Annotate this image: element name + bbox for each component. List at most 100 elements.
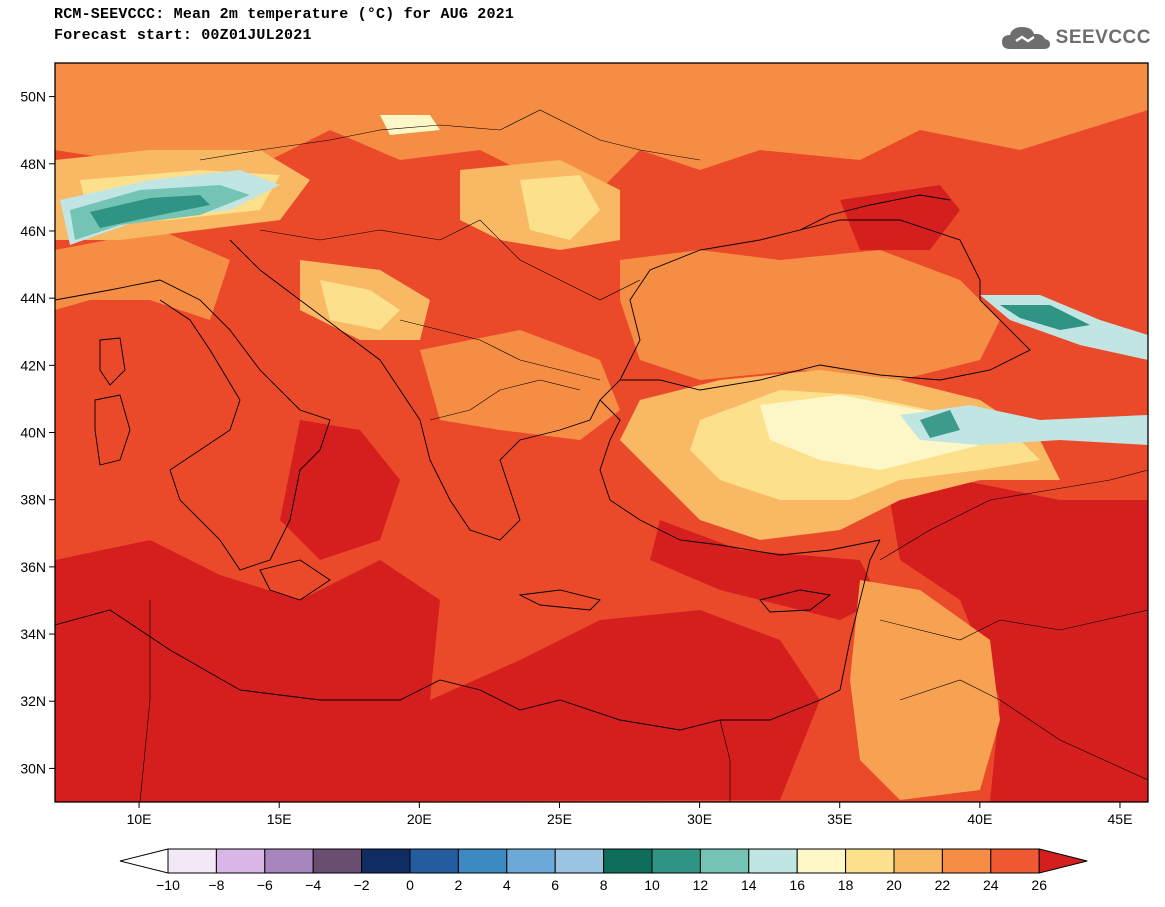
lat-tick-label: 36N — [20, 559, 46, 575]
region-levant-sea — [650, 520, 880, 620]
colorbar-swatch — [457, 848, 508, 874]
forecast-start-label: Forecast start: 00Z01JUL2021 — [54, 27, 312, 44]
region-po-valley — [55, 230, 230, 320]
region-syria-iraq — [890, 480, 1148, 802]
colorbar-swatch — [651, 848, 701, 874]
lat-tick-label: 34N — [20, 626, 46, 642]
colorbar-tick-label: 6 — [551, 877, 559, 893]
country-borders — [139, 109, 1148, 802]
border-egypt-libya — [719, 719, 731, 802]
lon-tick-label: 35E — [827, 811, 852, 827]
lat-tick-label: 38N — [20, 492, 46, 508]
crimea-coast — [799, 194, 951, 231]
colorbar-over-triangle — [1038, 848, 1088, 874]
colorbar-tick-label: 2 — [455, 877, 463, 893]
colorbar-swatch — [941, 848, 992, 874]
sardinia-coast — [94, 394, 131, 466]
border-pannonian — [259, 219, 641, 301]
logo-text: SEEVCCC — [1055, 27, 1151, 48]
colorbar-swatch — [603, 848, 653, 874]
colorbar-tick-label: 12 — [693, 877, 709, 893]
lon-tick-label: 30E — [687, 811, 712, 827]
region-caucasus — [1000, 305, 1090, 330]
region-azov — [840, 185, 960, 250]
colorbar-tick-label: −2 — [354, 877, 370, 893]
black-sea-coast — [619, 219, 981, 381]
anatolia-coast — [599, 299, 1031, 556]
region-north-band — [55, 63, 1148, 190]
lat-tick-label: 50N — [20, 89, 46, 105]
region-tatra — [380, 115, 440, 135]
latitude-axis: 50N 48N 46N 44N 42N 40N 38N 36N 34N 32N 30N — [20, 89, 55, 776]
lat-tick-label: 46N — [20, 223, 46, 239]
colorbar-swatch — [748, 848, 798, 874]
lon-tick-label: 25E — [547, 811, 572, 827]
coastlines — [55, 194, 1031, 731]
longitude-axis: 10E 15E 20E 25E 30E 35E 40E 45E — [127, 802, 1133, 827]
border-greece — [429, 379, 581, 421]
region-carpathians-mid — [520, 175, 600, 240]
lon-tick-label: 15E — [267, 811, 292, 827]
border-balkans — [399, 319, 601, 381]
colorbar-tick-label: 10 — [644, 877, 660, 893]
colorbar-under-triangle — [119, 848, 169, 874]
lat-tick-label: 44N — [20, 290, 46, 306]
border-syria-iraq — [879, 609, 1148, 641]
colorbar-swatch — [845, 848, 895, 874]
colorbar-swatch — [409, 848, 459, 874]
colorbar-tick-label: 4 — [503, 877, 511, 893]
lat-tick-label: 32N — [20, 693, 46, 709]
colorbar-tick-label: 22 — [935, 877, 951, 893]
colorbar-tick-label: −10 — [156, 877, 180, 893]
adriatic-coast — [229, 239, 601, 541]
region-taurus-peak — [920, 410, 960, 438]
levant-coast — [839, 539, 881, 691]
colorbar-swatch — [893, 848, 943, 874]
region-levant-east — [850, 580, 1000, 800]
border-tunisia — [139, 600, 151, 802]
lat-tick-label: 30N — [20, 760, 46, 776]
colorbar-tick-label: −4 — [305, 877, 321, 893]
colorbar-swatch — [361, 848, 411, 874]
chart-title: RCM-SEEVCCC: Mean 2m temperature (°C) fo… — [54, 6, 515, 23]
lon-tick-label: 45E — [1108, 811, 1133, 827]
colorbar-swatch — [796, 848, 847, 874]
lat-tick-label: 42N — [20, 357, 46, 373]
region-taurus-east — [900, 405, 1148, 445]
colorbar-swatch — [312, 848, 363, 874]
colorbar-tick-label: 8 — [600, 877, 608, 893]
lon-tick-label: 10E — [127, 811, 152, 827]
lon-tick-label: 20E — [407, 811, 432, 827]
colorbar-tick-label: 24 — [983, 877, 999, 893]
colorbar-tick-label: 26 — [1031, 877, 1047, 893]
colorbar-tick-label: 18 — [838, 877, 854, 893]
colorbar: −10 −8 −6 −4 −2 0 2 4 6 8 10 12 14 16 18 20 22 24 26 — [119, 848, 1088, 893]
colorbar-swatch — [167, 848, 217, 874]
colorbar-swatch — [215, 848, 266, 874]
colorbar-swatch — [554, 848, 605, 874]
colorbar-tick-label: 20 — [886, 877, 902, 893]
seevccc-logo: SEEVCCC — [1000, 20, 1151, 56]
cloud-icon — [1001, 27, 1050, 49]
lon-tick-label: 40E — [967, 811, 992, 827]
border-jordan-saudi — [899, 679, 1148, 781]
temperature-field — [55, 63, 1148, 802]
region-black-sea — [620, 250, 1000, 380]
region-ionian — [280, 420, 400, 560]
sicily-coast — [259, 559, 331, 601]
colorbar-tick-label: 14 — [741, 877, 757, 893]
colorbar-tick-label: 0 — [406, 877, 414, 893]
italy-coast — [55, 279, 331, 571]
region-dinaric-mid — [320, 280, 400, 330]
colorbar-swatch — [699, 848, 750, 874]
colorbar-tick-label: 16 — [789, 877, 805, 893]
lat-tick-label: 48N — [20, 156, 46, 172]
colorbar-tick-label: −8 — [208, 877, 224, 893]
colorbar-swatch — [506, 848, 556, 874]
colorbar-tick-label: −6 — [257, 877, 273, 893]
corsica-coast — [99, 337, 126, 386]
lat-tick-label: 40N — [20, 425, 46, 441]
north-africa-coast — [55, 609, 841, 731]
